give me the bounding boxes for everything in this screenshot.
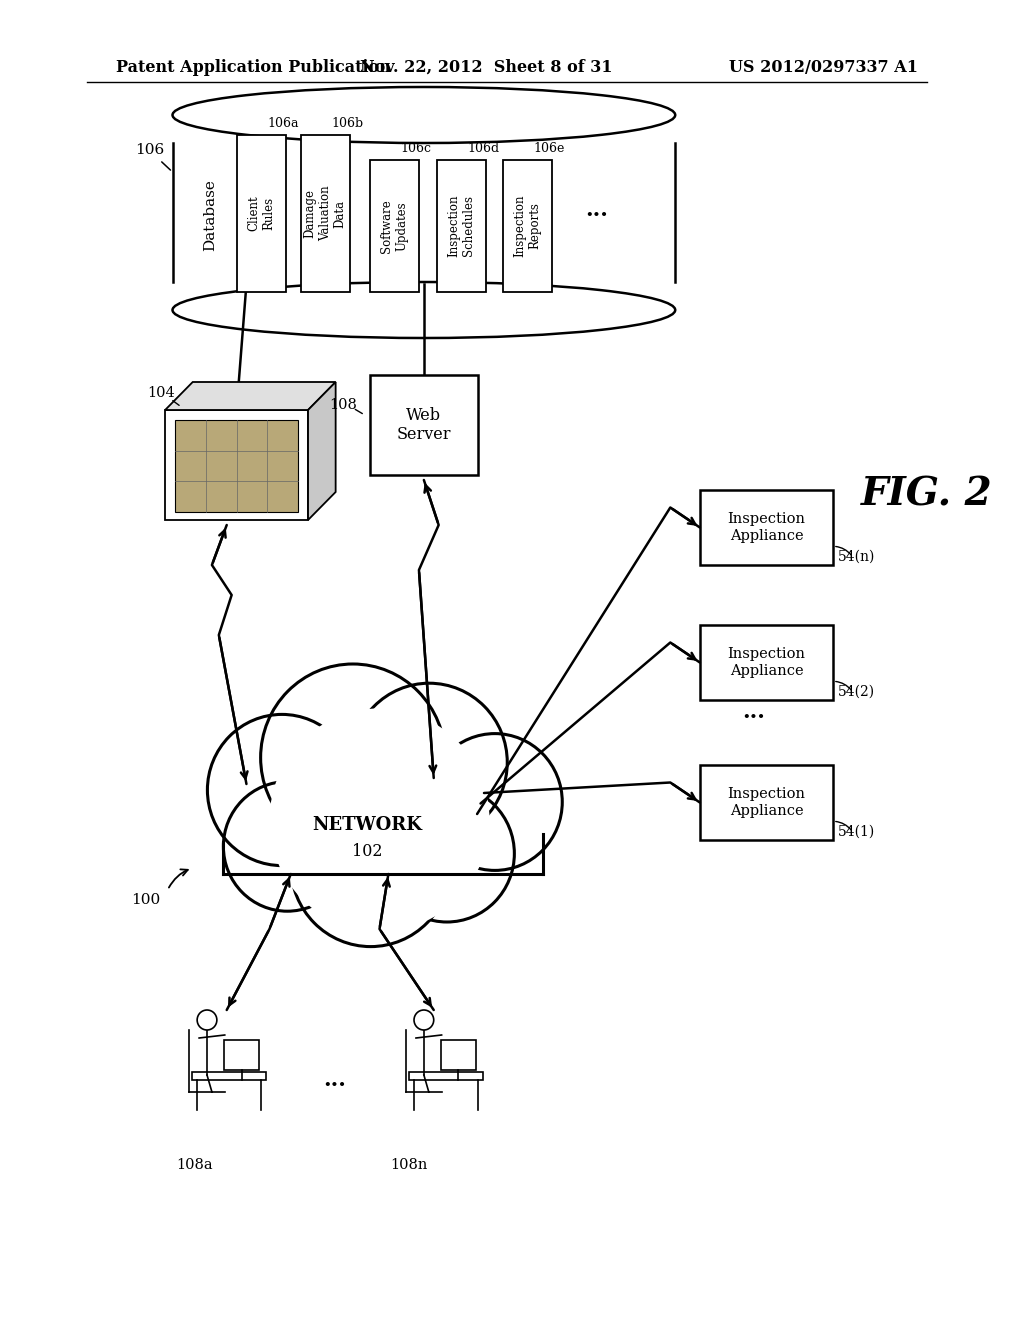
Circle shape bbox=[427, 734, 562, 870]
Text: Database: Database bbox=[203, 180, 217, 251]
Circle shape bbox=[198, 1010, 217, 1030]
Bar bbox=[699, 624, 833, 700]
Bar bbox=[440, 1040, 476, 1071]
Bar bbox=[172, 143, 675, 310]
Ellipse shape bbox=[172, 282, 675, 338]
Text: 54(1): 54(1) bbox=[838, 825, 876, 840]
Bar bbox=[370, 375, 478, 475]
Text: FIG. 2: FIG. 2 bbox=[860, 477, 992, 513]
Polygon shape bbox=[165, 381, 336, 411]
Text: 100: 100 bbox=[131, 894, 161, 907]
Text: ...: ... bbox=[324, 1069, 346, 1092]
Bar bbox=[409, 1072, 483, 1080]
Text: 54(2): 54(2) bbox=[838, 685, 874, 700]
Text: Inspection
Schedules: Inspection Schedules bbox=[447, 195, 475, 257]
Text: 104: 104 bbox=[146, 385, 174, 400]
Bar bbox=[224, 1040, 259, 1071]
Bar bbox=[175, 420, 298, 512]
Bar bbox=[699, 490, 833, 565]
Circle shape bbox=[269, 709, 489, 932]
Text: Inspection
Reports: Inspection Reports bbox=[513, 195, 542, 257]
Text: Inspection
Appliance: Inspection Appliance bbox=[727, 512, 806, 543]
Text: 106a: 106a bbox=[267, 117, 299, 129]
Circle shape bbox=[223, 781, 351, 911]
Circle shape bbox=[261, 664, 445, 851]
Circle shape bbox=[282, 721, 477, 919]
Text: 108a: 108a bbox=[176, 1158, 213, 1172]
Circle shape bbox=[380, 785, 514, 921]
Text: Nov. 22, 2012  Sheet 8 of 31: Nov. 22, 2012 Sheet 8 of 31 bbox=[359, 58, 612, 75]
Bar bbox=[301, 135, 350, 292]
Text: ...: ... bbox=[585, 199, 608, 220]
Text: 54(n): 54(n) bbox=[838, 550, 876, 564]
Polygon shape bbox=[165, 411, 308, 520]
Circle shape bbox=[208, 714, 356, 866]
Text: Patent Application Publication: Patent Application Publication bbox=[117, 58, 391, 75]
Bar bbox=[503, 160, 552, 292]
Text: 108: 108 bbox=[329, 399, 357, 412]
Text: Software
Updates: Software Updates bbox=[380, 199, 409, 253]
Text: 108n: 108n bbox=[390, 1158, 428, 1172]
Text: 106: 106 bbox=[135, 143, 165, 157]
Text: Inspection
Appliance: Inspection Appliance bbox=[727, 788, 806, 817]
Ellipse shape bbox=[172, 87, 675, 143]
Text: 102: 102 bbox=[352, 843, 383, 861]
Text: Inspection
Appliance: Inspection Appliance bbox=[727, 647, 806, 677]
Text: 106d: 106d bbox=[467, 143, 500, 154]
Text: 106b: 106b bbox=[331, 117, 364, 129]
Circle shape bbox=[291, 784, 451, 946]
Text: Client
Rules: Client Rules bbox=[247, 195, 275, 231]
Bar bbox=[436, 160, 486, 292]
Text: ...: ... bbox=[742, 701, 766, 723]
Text: US 2012/0297337 A1: US 2012/0297337 A1 bbox=[729, 58, 919, 75]
Bar bbox=[370, 160, 419, 292]
Text: Web
Server: Web Server bbox=[396, 407, 452, 444]
Circle shape bbox=[351, 684, 507, 842]
Bar bbox=[237, 135, 286, 292]
Text: Damage
Valuation
Data: Damage Valuation Data bbox=[304, 186, 347, 242]
Text: NETWORK: NETWORK bbox=[312, 816, 423, 834]
Polygon shape bbox=[308, 381, 336, 520]
Bar bbox=[193, 1072, 266, 1080]
Bar bbox=[699, 766, 833, 840]
Circle shape bbox=[414, 1010, 434, 1030]
Text: 106c: 106c bbox=[400, 143, 431, 154]
Text: 106e: 106e bbox=[534, 143, 564, 154]
